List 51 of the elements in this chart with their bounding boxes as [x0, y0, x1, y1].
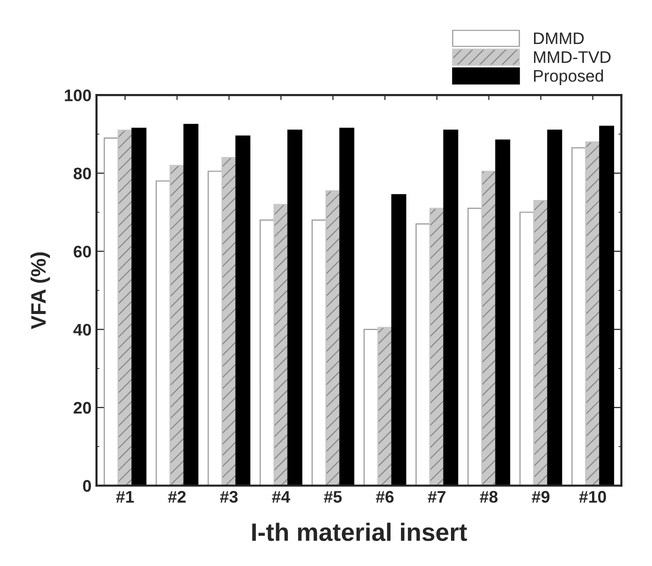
bar	[481, 170, 496, 486]
y-tick-label: 0	[83, 480, 91, 492]
bar	[364, 328, 379, 486]
x-tick-label: #1	[116, 491, 134, 503]
bar	[495, 139, 510, 486]
x-axis-title: I-th material insert	[252, 522, 467, 542]
y-tick-label: 80	[74, 168, 91, 180]
bar	[312, 220, 327, 486]
x-tick-label: #5	[324, 491, 342, 503]
y-tick-label: 60	[74, 246, 91, 258]
bar	[599, 126, 614, 486]
bar	[416, 223, 430, 486]
legend-label: MMD-TVD	[534, 51, 611, 63]
y-tick-label: 20	[74, 402, 91, 414]
bar	[429, 208, 444, 486]
bar	[235, 136, 250, 486]
x-tick-label: #9	[532, 490, 550, 503]
bar	[104, 137, 119, 486]
x-tick-label: #10	[579, 490, 606, 503]
bar	[131, 128, 146, 486]
bar	[585, 141, 600, 486]
bar	[208, 170, 223, 486]
bar	[170, 164, 185, 486]
bar	[273, 204, 288, 486]
x-tick-label: #2	[168, 490, 186, 503]
legend-label: Proposed	[534, 70, 603, 86]
x-tick-label: #6	[376, 490, 394, 503]
x-tick-label: #7	[428, 491, 446, 503]
bar	[325, 190, 340, 486]
y-tick-label: 40	[73, 324, 91, 336]
bar	[547, 130, 562, 486]
y-axis-title: VFA (%)	[30, 252, 50, 330]
bar	[377, 326, 392, 486]
bar	[260, 220, 275, 486]
bar	[571, 147, 586, 486]
bar	[183, 124, 198, 486]
bar	[468, 208, 482, 486]
bar	[391, 194, 406, 486]
bar	[519, 212, 534, 486]
bar	[156, 180, 171, 486]
bar	[287, 130, 302, 486]
bar	[339, 128, 354, 486]
y-tick-label: 100	[64, 89, 91, 102]
x-tick-label: #4	[272, 491, 290, 503]
x-tick-label: #3	[220, 490, 238, 503]
legend-label: DMMD	[534, 32, 584, 44]
bar	[222, 157, 236, 486]
x-tick-label: #8	[480, 490, 498, 503]
bar	[443, 130, 458, 486]
bar	[533, 200, 548, 486]
bar	[118, 130, 133, 486]
